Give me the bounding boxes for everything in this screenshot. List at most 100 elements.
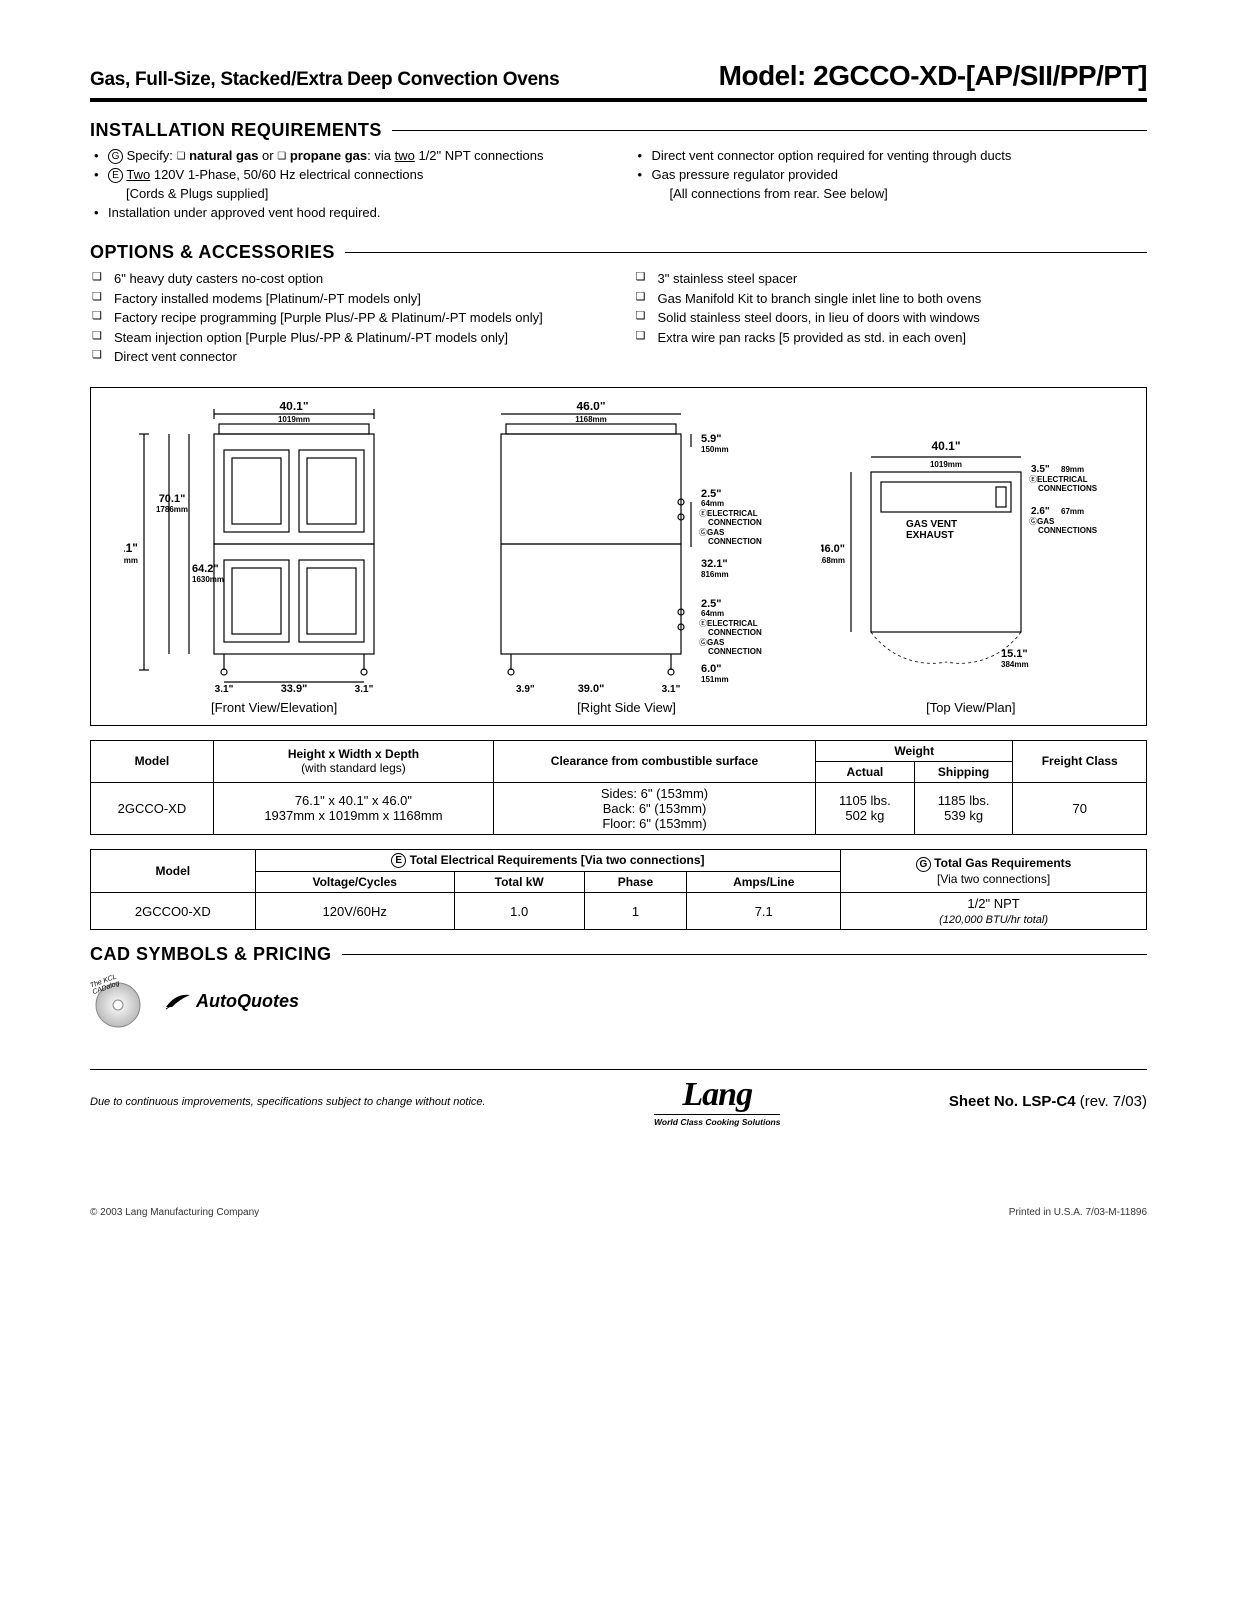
th-shipping: Shipping — [914, 761, 1013, 782]
th-freight: Freight Class — [1013, 740, 1147, 782]
side-view-label: [Right Side View] — [451, 700, 801, 715]
options-columns: 6" heavy duty casters no-cost option Fac… — [90, 269, 1147, 367]
gas-badge-icon: G — [916, 857, 931, 872]
th-model: Model — [91, 849, 256, 892]
svg-text:384mm: 384mm — [1001, 660, 1029, 669]
product-line: Gas, Full-Size, Stacked/Extra Deep Conve… — [90, 69, 559, 91]
install-item: G Specify: ❏ natural gas or ❏ propane ga… — [90, 147, 604, 166]
install-item: E Two 120V 1-Phase, 50/60 Hz electrical … — [90, 166, 604, 185]
option-item: Solid stainless steel doors, in lieu of … — [634, 308, 1148, 328]
svg-text:ⒼGAS: ⒼGAS — [699, 528, 725, 537]
elec-badge-icon: E — [391, 853, 406, 868]
svg-text:15.1": 15.1" — [1001, 648, 1028, 660]
svg-text:3.1": 3.1" — [662, 684, 681, 692]
th-hwd: Height x Width x Depth(with standard leg… — [213, 740, 493, 782]
th-clearance: Clearance from combustible surface — [494, 740, 816, 782]
svg-text:CONNECTION: CONNECTION — [708, 647, 762, 656]
svg-text:33.9": 33.9" — [281, 683, 308, 692]
svg-text:1168mm: 1168mm — [821, 556, 845, 565]
feather-icon — [164, 991, 192, 1011]
option-item: Direct vent connector — [90, 347, 604, 367]
svg-text:ⒺELECTRICAL: ⒺELECTRICAL — [699, 619, 758, 628]
svg-text:5.9": 5.9" — [701, 433, 722, 445]
svg-text:CONNECTION: CONNECTION — [708, 518, 762, 527]
svg-text:1168mm: 1168mm — [576, 415, 608, 424]
svg-text:1937mm: 1937mm — [124, 556, 138, 565]
spec-table-2: Model E Total Electrical Requirements [V… — [90, 849, 1147, 930]
page-header: Gas, Full-Size, Stacked/Extra Deep Conve… — [90, 60, 1147, 102]
svg-text:64mm: 64mm — [701, 609, 724, 618]
svg-text:76.1": 76.1" — [124, 541, 138, 555]
svg-text:46.0": 46.0" — [577, 402, 606, 413]
page-footer: Due to continuous improvements, specific… — [90, 1069, 1147, 1127]
option-item: 3" stainless steel spacer — [634, 269, 1148, 289]
front-view-label: [Front View/Elevation] — [107, 700, 441, 715]
svg-text:EXHAUST: EXHAUST — [906, 530, 954, 541]
svg-text:3.1": 3.1" — [215, 684, 234, 692]
option-item: Gas Manifold Kit to branch single inlet … — [634, 289, 1148, 309]
front-view: 40.1" 1019mm 76.1" 1937mm 70.1" 1786mm 6… — [107, 402, 441, 715]
copyright: © 2003 Lang Manufacturing Company — [90, 1207, 259, 1218]
install-columns: G Specify: ❏ natural gas or ❏ propane ga… — [90, 147, 1147, 222]
gas-badge-icon: G — [108, 149, 123, 164]
table-row: 2GCCO0-XD 120V/60Hz 1.0 1 7.1 1/2" NPT(1… — [91, 893, 1147, 930]
side-view: 46.0" 1168mm 5.9" 150mm 2.5" 64mm ⒺELECT… — [451, 402, 801, 715]
svg-text:3.1": 3.1" — [355, 684, 374, 692]
th-actual: Actual — [816, 761, 915, 782]
svg-text:89mm: 89mm — [1061, 465, 1084, 474]
sheet-number: Sheet No. LSP-C4 (rev. 7/03) — [949, 1093, 1147, 1110]
th-amps: Amps/Line — [687, 872, 841, 893]
th-gas: G Total Gas Requirements[Via two connect… — [841, 849, 1147, 892]
svg-text:1630mm: 1630mm — [192, 575, 224, 584]
svg-text:3.9": 3.9" — [516, 684, 535, 692]
svg-text:40.1": 40.1" — [280, 402, 309, 413]
top-view: 40.1" 1019mm 46.0" 1168mm 3.5" 89mm ⒺELE… — [812, 432, 1130, 715]
svg-text:1019mm: 1019mm — [278, 415, 310, 424]
th-elec: E Total Electrical Requirements [Via two… — [255, 849, 841, 871]
install-item: Direct vent connector option required fo… — [634, 147, 1148, 166]
model-label: Model: 2GCCO-XD-[AP/SII/PP/PT] — [719, 60, 1147, 92]
svg-text:3.5": 3.5" — [1031, 464, 1050, 475]
kcl-cd-icon: The KCL CADalog — [90, 973, 146, 1029]
svg-text:1019mm: 1019mm — [930, 460, 962, 469]
svg-text:67mm: 67mm — [1061, 507, 1084, 516]
svg-text:CONNECTION: CONNECTION — [708, 628, 762, 637]
svg-text:GAS VENT: GAS VENT — [906, 519, 957, 530]
th-model: Model — [91, 740, 214, 782]
install-sub: [All connections from rear. See below] — [634, 185, 1148, 204]
th-kw: Total kW — [454, 872, 584, 893]
svg-text:64.2": 64.2" — [192, 563, 219, 575]
th-phase: Phase — [584, 872, 687, 893]
svg-text:CONNECTION: CONNECTION — [708, 537, 762, 546]
disclaimer: Due to continuous improvements, specific… — [90, 1096, 486, 1108]
svg-text:46.0": 46.0" — [821, 543, 845, 555]
svg-text:CONNECTIONS: CONNECTIONS — [1038, 484, 1098, 493]
svg-text:ⒺELECTRICAL: ⒺELECTRICAL — [1029, 475, 1088, 484]
svg-text:70.1": 70.1" — [159, 493, 186, 505]
top-view-label: [Top View/Plan] — [812, 700, 1130, 715]
svg-text:40.1": 40.1" — [931, 439, 960, 453]
option-item: Extra wire pan racks [5 provided as std.… — [634, 328, 1148, 348]
svg-text:6.0": 6.0" — [701, 663, 722, 675]
option-item: 6" heavy duty casters no-cost option — [90, 269, 604, 289]
install-sub: [Cords & Plugs supplied] — [90, 185, 604, 204]
svg-text:816mm: 816mm — [701, 570, 729, 579]
svg-text:150mm: 150mm — [701, 445, 729, 454]
section-options-title: OPTIONS & ACCESSORIES — [90, 242, 1147, 263]
svg-text:ⒺELECTRICAL: ⒺELECTRICAL — [699, 509, 758, 518]
svg-text:CONNECTIONS: CONNECTIONS — [1038, 526, 1098, 535]
th-vc: Voltage/Cycles — [255, 872, 454, 893]
diagram-container: 40.1" 1019mm 76.1" 1937mm 70.1" 1786mm 6… — [90, 387, 1147, 726]
cad-symbols-row: The KCL CADalog AutoQuotes — [90, 973, 1147, 1029]
svg-text:2.6": 2.6" — [1031, 506, 1050, 517]
section-cad-title: CAD SYMBOLS & PRICING — [90, 944, 1147, 965]
brand-logo: Lang World Class Cooking Solutions — [654, 1076, 780, 1127]
svg-text:1786mm: 1786mm — [156, 505, 188, 514]
install-item: Gas pressure regulator provided — [634, 166, 1148, 185]
option-item: Factory installed modems [Platinum/-PT m… — [90, 289, 604, 309]
autoquotes-logo: AutoQuotes — [164, 991, 299, 1012]
th-weight: Weight — [816, 740, 1013, 761]
svg-text:ⒼGAS: ⒼGAS — [1029, 517, 1055, 526]
page-bottom: © 2003 Lang Manufacturing Company Printe… — [90, 1207, 1147, 1218]
print-info: Printed in U.S.A. 7/03-M-11896 — [1009, 1207, 1147, 1218]
